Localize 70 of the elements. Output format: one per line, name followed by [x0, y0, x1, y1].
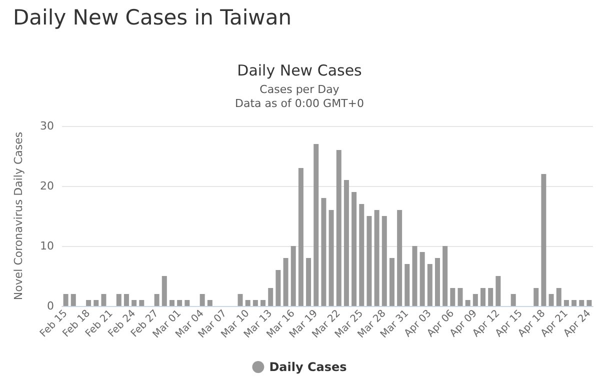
- text: Cases per Day: [260, 83, 340, 96]
- bar: [359, 204, 364, 306]
- bar: [352, 192, 357, 306]
- bar: [306, 258, 312, 306]
- bar: [124, 294, 129, 306]
- bar: [200, 294, 205, 306]
- bar: [169, 300, 174, 306]
- bar: [63, 294, 68, 306]
- bar: [427, 264, 432, 306]
- bar: [314, 144, 319, 306]
- bar: [177, 300, 182, 306]
- bar: [496, 276, 501, 306]
- bar: [328, 210, 334, 306]
- bar: [283, 258, 288, 306]
- bar: [389, 258, 394, 306]
- bar: [101, 294, 106, 306]
- bar: [442, 246, 448, 306]
- bar: [458, 288, 463, 306]
- bar: [154, 294, 160, 306]
- bar: [434, 258, 440, 306]
- bar: [238, 294, 243, 306]
- bar: [260, 300, 266, 306]
- bar: [207, 300, 212, 306]
- bar: [290, 246, 296, 306]
- y-tick-label: 0: [47, 300, 54, 312]
- bar: [70, 294, 76, 306]
- y-tick-label: 20: [40, 180, 54, 192]
- bar: [480, 288, 486, 306]
- bar: [556, 288, 562, 306]
- bar: [579, 300, 584, 306]
- bar: [139, 300, 144, 306]
- bar: [162, 276, 167, 306]
- bar: [366, 216, 372, 306]
- chart-title: Daily New Cases in Taiwan: [13, 6, 292, 30]
- bar: [116, 294, 122, 306]
- bar: [94, 300, 99, 306]
- chart-subtitle: Daily New Cases: [237, 62, 362, 80]
- y-axis-title: Novel Coronavirus Daily Cases: [12, 132, 25, 300]
- bar: [510, 294, 516, 306]
- bar: [86, 300, 92, 306]
- bar: [336, 150, 342, 306]
- bar: [572, 300, 577, 306]
- bar: [534, 288, 539, 306]
- legend-label: Daily Cases: [269, 360, 347, 374]
- y-tick-label: 10: [40, 240, 54, 252]
- bar: [450, 288, 456, 306]
- bar: [321, 198, 326, 306]
- bar: [132, 300, 137, 306]
- bar: [472, 294, 478, 306]
- text: Data as of 0:00 GMT+0: [235, 97, 364, 110]
- y-tick-label: 30: [40, 120, 54, 132]
- bar: [374, 210, 380, 306]
- bar: [586, 300, 592, 306]
- bar: [465, 300, 470, 306]
- bar: [268, 288, 274, 306]
- bar: [548, 294, 554, 306]
- bar: [245, 300, 250, 306]
- bar: [397, 210, 402, 306]
- bar: [412, 246, 418, 306]
- bar: [298, 168, 304, 306]
- bar: [184, 300, 190, 306]
- bar: [564, 300, 569, 306]
- bar: [404, 264, 410, 306]
- bar: [541, 174, 546, 306]
- bar: [252, 300, 258, 306]
- bar: [488, 288, 494, 306]
- bar: [344, 180, 349, 306]
- bar: [382, 216, 387, 306]
- bar: [276, 270, 281, 306]
- bar: [420, 252, 425, 306]
